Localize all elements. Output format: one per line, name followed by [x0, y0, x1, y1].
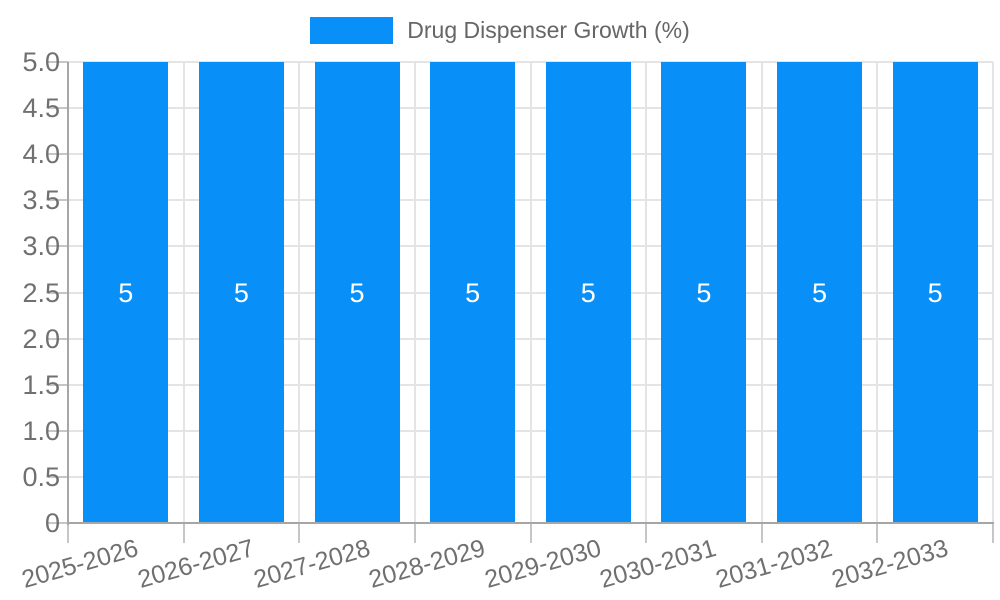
x-tick-mark [992, 523, 994, 543]
bar-value-label: 5 [696, 277, 712, 308]
y-tick-label: 1.0 [22, 415, 60, 446]
y-tick-mark [48, 61, 68, 63]
x-tick-label: 2026-2027 [134, 534, 258, 594]
y-tick-mark [48, 429, 68, 432]
x-axis-line [67, 522, 994, 524]
y-tick-mark [48, 522, 68, 524]
x-tick-label: 2025-2026 [18, 534, 142, 594]
x-boundary-gridline [992, 62, 994, 523]
bar[interactable] [430, 62, 516, 523]
bar-value-label: 5 [233, 277, 249, 308]
x-tick-mark [298, 523, 301, 543]
legend[interactable]: Drug Dispenser Growth (%) [0, 17, 1000, 44]
y-tick-mark [48, 337, 68, 340]
y-tick-label: 0.5 [22, 461, 60, 492]
bar-value-label: 5 [580, 277, 596, 308]
bar[interactable] [198, 62, 284, 523]
legend-label: Drug Dispenser Growth (%) [407, 17, 690, 43]
y-tick-label: 2.0 [22, 323, 60, 354]
x-tick-mark [67, 523, 69, 543]
x-tick-mark [760, 523, 763, 543]
x-tick-label: 2031-2032 [712, 534, 836, 594]
x-tick-mark [413, 523, 416, 543]
x-boundary-gridline [413, 62, 416, 523]
x-boundary-gridline [876, 62, 879, 523]
bar-value-label: 5 [812, 277, 828, 308]
y-tick-mark [48, 475, 68, 478]
bar-value-label: 5 [927, 277, 943, 308]
bar-value-label: 5 [465, 277, 481, 308]
bar[interactable] [83, 62, 169, 523]
bar-value-label: 5 [349, 277, 365, 308]
y-tick-mark [48, 245, 68, 248]
y-tick-mark [48, 383, 68, 386]
bar[interactable] [777, 62, 863, 523]
bar-value-label: 5 [118, 277, 134, 308]
y-tick-label: 4.5 [22, 93, 60, 124]
bar[interactable] [661, 62, 747, 523]
x-boundary-gridline [760, 62, 763, 523]
x-tick-label: 2028-2029 [365, 534, 489, 594]
x-tick-mark [876, 523, 879, 543]
bar[interactable] [545, 62, 631, 523]
x-tick-label: 2027-2028 [250, 534, 373, 594]
x-tick-mark [529, 523, 532, 543]
y-tick-label: 3.0 [22, 231, 60, 262]
y-tick-label: 0 [44, 508, 60, 538]
y-tick-mark [48, 153, 68, 156]
y-tick-label: 3.5 [22, 185, 60, 216]
y-tick-mark [48, 199, 68, 202]
bar[interactable] [892, 62, 978, 523]
x-tick-label: 2032-2033 [828, 534, 951, 594]
y-tick-label: 2.5 [22, 277, 60, 308]
x-tick-label: 2029-2030 [481, 534, 605, 594]
x-tick-mark [645, 523, 648, 543]
y-axis-line [67, 62, 69, 525]
x-boundary-gridline [182, 62, 185, 523]
bar[interactable] [314, 62, 400, 523]
y-tick-mark [48, 107, 68, 110]
x-tick-mark [182, 523, 185, 543]
legend-swatch [310, 17, 394, 44]
x-boundary-gridline [645, 62, 648, 523]
x-tick-label: 2030-2031 [597, 534, 720, 594]
y-tick-label: 5.0 [22, 47, 60, 77]
y-tick-label: 1.5 [22, 369, 60, 400]
x-boundary-gridline [529, 62, 532, 523]
x-boundary-gridline [298, 62, 301, 523]
y-tick-label: 4.0 [22, 139, 60, 170]
y-tick-mark [48, 291, 68, 294]
